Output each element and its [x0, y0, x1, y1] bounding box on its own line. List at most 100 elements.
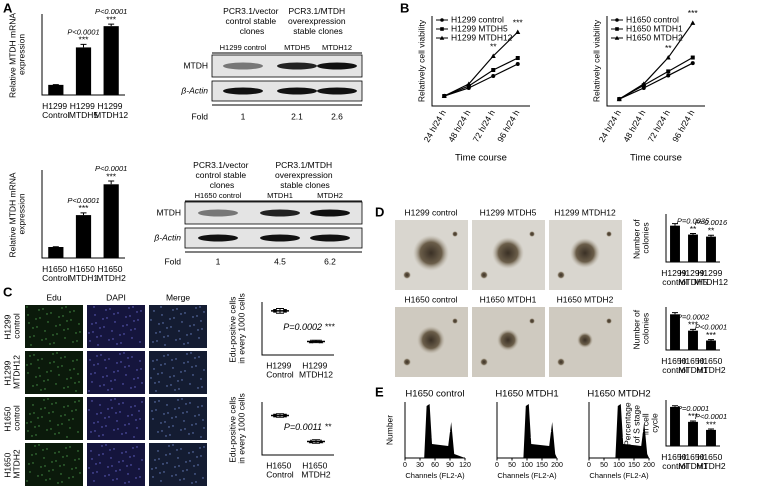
series-line: [443, 31, 519, 97]
cell-dot: [51, 461, 53, 463]
cell-dot: [39, 317, 41, 319]
cell-dot: [94, 372, 96, 374]
cell-dot: [108, 339, 110, 341]
axes: [41, 170, 125, 259]
x-tick-label: H1650 MTDH1: [678, 356, 708, 375]
cell-dot: [90, 431, 92, 433]
cell-dot: [200, 455, 202, 457]
cell-dot: [160, 480, 162, 482]
image-row-label: H1650 control: [3, 404, 22, 431]
bar: [48, 247, 64, 258]
cell-dot: [26, 422, 28, 424]
colony: [570, 238, 600, 268]
cell-dot: [30, 344, 32, 346]
cell-dot: [184, 370, 186, 372]
histogram-fill: [589, 404, 649, 458]
significance: **: [665, 43, 672, 53]
error-bar: [80, 43, 87, 48]
axis-title: Number: [384, 415, 394, 445]
cell-dot: [58, 432, 60, 434]
colony: [452, 231, 458, 237]
cell-dot: [188, 433, 190, 435]
x-tick-label: H1650 MTDH2: [696, 452, 726, 471]
cell-dot: [172, 367, 174, 369]
colony: [480, 358, 488, 366]
cell-dot: [63, 329, 65, 331]
legend-marker: [440, 18, 444, 22]
image-row-label: H1299 MTDH12: [3, 355, 22, 389]
cell-dot: [31, 454, 33, 456]
cell-dot: [61, 365, 63, 367]
cell-dot: [52, 469, 54, 471]
fold-value: 1: [216, 256, 221, 266]
cell-dot: [51, 403, 53, 405]
cell-dot: [33, 335, 35, 337]
cell-dot: [91, 323, 93, 325]
cell-dot: [103, 384, 105, 386]
cell-dot: [77, 450, 79, 452]
cell-dot: [123, 352, 125, 354]
cell-dot: [200, 378, 202, 380]
cell-dot: [65, 306, 67, 308]
x-tick-label: 24 h/24 h: [597, 108, 624, 144]
cell-dot: [52, 411, 54, 413]
cell-dot: [195, 481, 197, 483]
cell-dot: [61, 307, 63, 309]
x-tick-label: H1299 Control: [266, 361, 294, 380]
cell-dot: [53, 342, 55, 344]
image-label: H1650 MTDH1: [480, 294, 537, 304]
cell-dot: [131, 337, 133, 339]
legend-label: H1299 MTDH5: [451, 23, 508, 33]
bar: [75, 215, 92, 258]
cell-dot: [116, 478, 118, 480]
cell-dot: [75, 332, 77, 334]
x-tick-label: 50: [508, 462, 516, 469]
cell-dot: [129, 456, 131, 458]
cell-dot: [72, 418, 74, 420]
colony: [606, 231, 612, 237]
point: [515, 62, 520, 66]
cell-dot: [124, 482, 126, 484]
axes: [665, 400, 720, 447]
cell-dot: [173, 317, 175, 319]
cell-dot: [155, 467, 157, 469]
cell-dot: [189, 402, 191, 404]
cell-dot: [90, 373, 92, 375]
cell-dot: [125, 374, 127, 376]
cell-dot: [101, 445, 103, 447]
cell-dot: [44, 465, 46, 467]
cell-dot: [33, 412, 35, 414]
cell-dot: [53, 361, 55, 363]
cell-dot: [43, 380, 45, 382]
cell-dot: [59, 324, 61, 326]
cell-dot: [177, 457, 179, 459]
plot-title: H1650 MTDH2: [587, 389, 650, 400]
cell-dot: [178, 388, 180, 390]
cell-dot: [36, 384, 38, 386]
blot-band: [277, 87, 317, 95]
cell-dot: [43, 399, 45, 401]
panel-letter: B: [400, 0, 409, 15]
legend-label: H1650 MTDH1: [626, 23, 683, 33]
cell-dot: [56, 333, 58, 335]
cell-dot: [29, 413, 31, 415]
cell-dot: [69, 427, 71, 429]
cell-dot: [179, 479, 181, 481]
cell-dot: [35, 376, 37, 378]
cell-dot: [42, 308, 44, 310]
cell-dot: [160, 422, 162, 424]
cell-dot: [98, 454, 100, 456]
cell-dot: [121, 433, 123, 435]
cell-dot: [79, 331, 81, 333]
cell-dot: [180, 371, 182, 373]
significance: ***: [688, 320, 699, 330]
blot-row-label: β-Actin: [153, 232, 181, 242]
cell-dot: [183, 362, 185, 364]
point: [308, 439, 314, 444]
cell-dot: [43, 457, 45, 459]
cell-dot: [126, 465, 128, 467]
bar: [670, 225, 680, 262]
cell-dot: [112, 338, 114, 340]
cell-dot: [122, 402, 124, 404]
cell-dot: [97, 363, 99, 365]
